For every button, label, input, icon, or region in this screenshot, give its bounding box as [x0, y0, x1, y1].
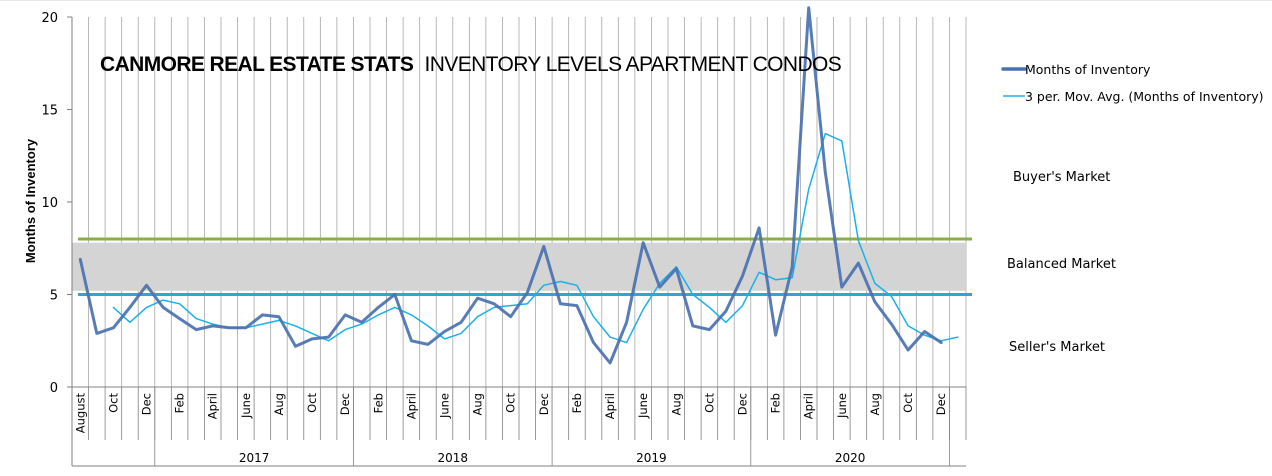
x-tick-label-28: Dec	[537, 393, 551, 415]
series-line-moving-average	[112, 132, 959, 344]
year-label-2020: 2020	[835, 451, 866, 465]
y-axis-label: Months of Inventory	[23, 138, 38, 263]
year-labels: 2017 2018 2019 2020	[239, 451, 866, 465]
x-tick-label-50: Oct	[901, 393, 915, 413]
series-layer	[78, 6, 959, 365]
x-tick-label-10: June	[239, 393, 253, 419]
balanced-market-label: Balanced Market	[1007, 257, 1116, 272]
sellers-market-label: Seller's Market	[1009, 340, 1105, 355]
legend: Months of Inventory 3 per. Mov. Avg. (Mo…	[1001, 62, 1264, 104]
x-tick-label-18: Feb	[371, 393, 385, 413]
x-tick-label-44: April	[802, 393, 816, 419]
x-tick-label-14: Oct	[305, 393, 319, 413]
x-tick-label-38: Oct	[702, 393, 716, 413]
x-tick-label-52: Dec	[934, 393, 948, 415]
chart-title-regular: INVENTORY LEVELS APARTMENT CONDOS	[424, 53, 841, 76]
x-tick-label-6: Feb	[173, 393, 187, 413]
x-tick-label-26: Oct	[504, 393, 518, 413]
axes	[67, 16, 967, 467]
y-tick-label-15: 15	[41, 104, 58, 119]
x-tick-label-12: Aug	[272, 393, 286, 415]
x-tick-label-36: Aug	[669, 393, 683, 415]
x-tick-labels: August Oct Dec Feb April June Aug Oct Dec Feb Apri…	[73, 393, 948, 434]
y-tick-label-20: 20	[41, 11, 58, 26]
y-tick-labels: 0 5 10 15 20	[41, 11, 58, 396]
x-tick-label-0: August	[73, 393, 87, 434]
gridlines	[88, 17, 967, 387]
series-line-months-of-inventory	[78, 6, 943, 365]
year-label-2018: 2018	[438, 451, 469, 465]
x-tick-label-42: Feb	[769, 393, 783, 413]
year-label-2019: 2019	[636, 451, 667, 465]
x-tick-label-48: Aug	[868, 393, 882, 415]
legend-label-months-of-inventory: Months of Inventory	[1025, 62, 1151, 77]
x-tick-label-46: June	[835, 393, 849, 419]
x-tick-label-20: April	[404, 393, 418, 419]
y-tick-label-10: 10	[41, 196, 58, 211]
x-tick-label-8: April	[206, 393, 220, 419]
x-tick-label-40: Dec	[736, 393, 750, 415]
x-tick-label-2: Oct	[106, 393, 120, 413]
chart-title-bold: CANMORE REAL ESTATE STATS	[100, 53, 414, 76]
x-tick-label-32: April	[603, 393, 617, 419]
legend-label-moving-average: 3 per. Mov. Avg. (Months of Inventory)	[1025, 89, 1264, 104]
x-tick-label-4: Dec	[140, 393, 154, 415]
y-tick-label-5: 5	[50, 289, 58, 304]
x-tick-label-16: Dec	[338, 393, 352, 415]
chart-title: CANMORE REAL ESTATE STATS INVENTORY LEVE…	[100, 53, 842, 76]
year-label-2017: 2017	[239, 451, 270, 465]
x-tick-label-34: June	[636, 393, 650, 419]
buyers-market-label: Buyer's Market	[1013, 170, 1111, 185]
y-tick-label-0: 0	[50, 381, 58, 396]
x-tick-label-22: June	[438, 393, 452, 419]
balanced-market-band	[72, 242, 966, 291]
x-tick-label-24: Aug	[471, 393, 485, 415]
x-tick-label-30: Feb	[570, 393, 584, 413]
